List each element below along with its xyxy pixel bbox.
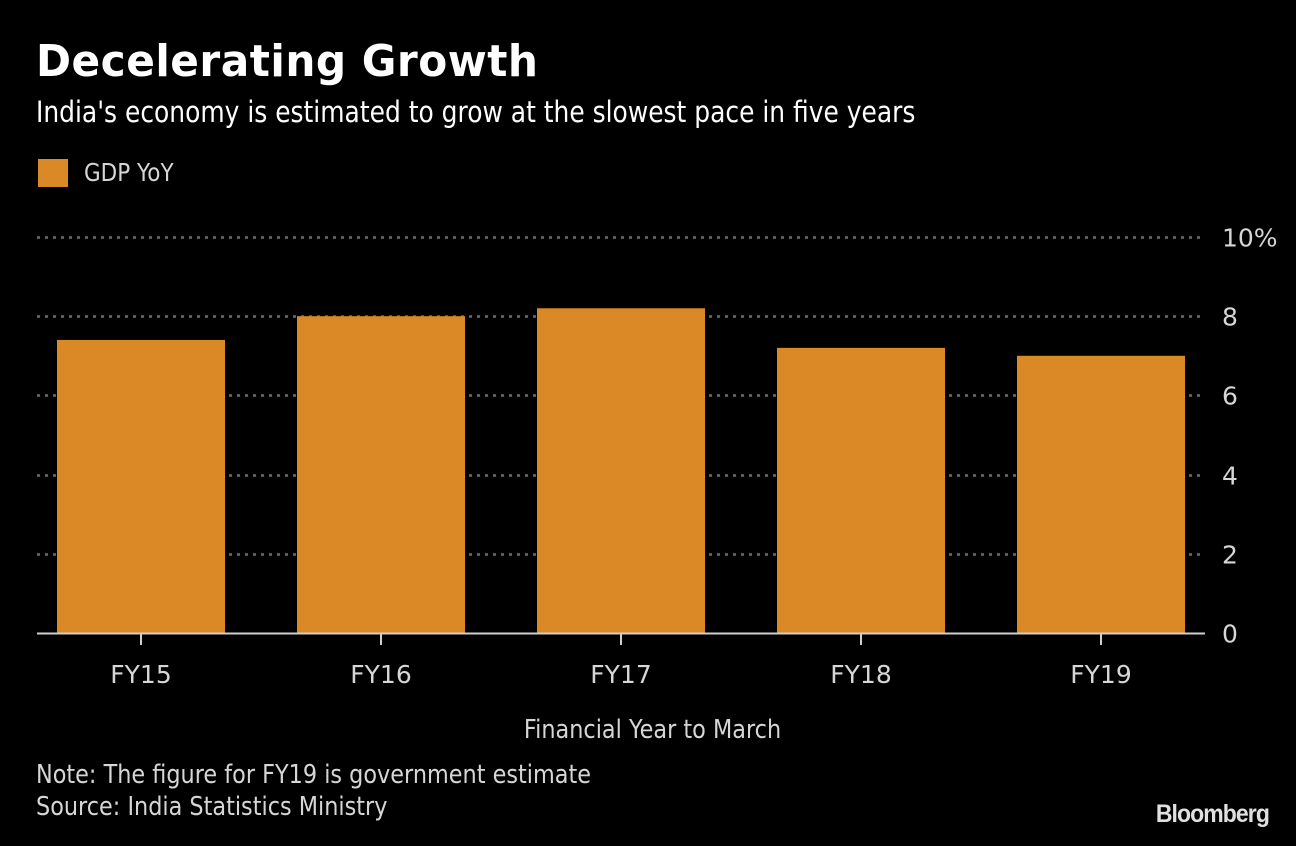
y-tick-label-0: 0 (1222, 620, 1238, 649)
y-tick-label-8: 8 (1222, 303, 1238, 332)
x-axis-title: Financial Year to March (0, 715, 1296, 745)
legend: GDP YoY (38, 158, 188, 187)
source-text: Source: India Statistics Ministry (36, 792, 388, 822)
footnote: Note: The figure for FY19 is government … (36, 760, 591, 790)
legend-label-gdp-yoy: GDP YoY (84, 158, 174, 187)
chart-subtitle: India's economy is estimated to grow at … (36, 95, 916, 129)
x-tick-label-fy15: FY15 (110, 660, 171, 689)
x-tick-label-fy16: FY16 (350, 660, 411, 689)
bar-fy19 (1017, 355, 1185, 633)
x-tick-label-fy17: FY17 (590, 660, 651, 689)
x-axis-ticks: FY15 FY16 FY17 FY18 FY19 (110, 633, 1132, 689)
bar-fy18 (777, 347, 945, 633)
x-tick-label-fy19: FY19 (1070, 660, 1131, 689)
bloomberg-logo: Bloomberg (1155, 800, 1270, 828)
y-tick-label-10: 10% (1222, 224, 1278, 253)
bar-fy16 (297, 316, 465, 633)
legend-swatch-gdp-yoy (38, 158, 68, 187)
x-tick-label-fy18: FY18 (830, 660, 891, 689)
chart-title: Decelerating Growth (36, 36, 539, 87)
bar-fy17 (537, 308, 705, 633)
bars (57, 308, 1185, 633)
bar-fy15 (57, 339, 225, 633)
x-axis-title-text: Financial Year to March (524, 715, 782, 745)
y-axis-ticks: 0 2 4 6 8 10% (1222, 224, 1278, 649)
y-tick-label-2: 2 (1222, 541, 1238, 570)
y-tick-label-4: 4 (1222, 462, 1238, 491)
y-tick-label-6: 6 (1222, 382, 1238, 411)
